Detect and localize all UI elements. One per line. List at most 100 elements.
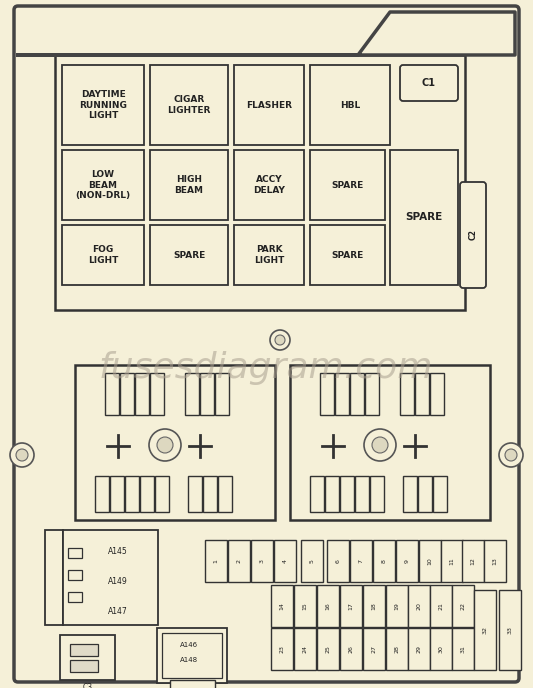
Text: PARK
LIGHT: PARK LIGHT <box>254 246 284 265</box>
Bar <box>320 373 334 415</box>
Text: 27: 27 <box>372 645 376 653</box>
Bar <box>155 476 169 512</box>
Bar <box>350 373 364 415</box>
Text: 9: 9 <box>405 559 409 563</box>
Bar <box>499 590 521 670</box>
Bar <box>205 540 227 582</box>
Text: 24: 24 <box>303 645 308 653</box>
Text: 13: 13 <box>492 557 497 565</box>
Text: A146: A146 <box>180 642 198 648</box>
Text: 19: 19 <box>394 602 400 610</box>
Bar <box>63 530 158 625</box>
Bar <box>95 476 109 512</box>
Bar <box>403 476 417 512</box>
Text: 15: 15 <box>303 602 308 610</box>
Bar <box>110 476 124 512</box>
Bar <box>55 55 465 310</box>
Circle shape <box>16 449 28 461</box>
Bar <box>408 628 430 670</box>
Bar <box>274 540 296 582</box>
Bar <box>68 570 82 580</box>
Text: 22: 22 <box>461 602 465 610</box>
Circle shape <box>505 449 517 461</box>
Text: 32: 32 <box>482 626 488 634</box>
Bar <box>365 373 379 415</box>
Bar <box>340 585 362 627</box>
Text: 20: 20 <box>416 602 422 610</box>
Text: 7: 7 <box>359 559 364 563</box>
Bar <box>415 373 429 415</box>
Bar <box>335 373 349 415</box>
Bar <box>228 540 250 582</box>
Text: 1: 1 <box>214 559 219 563</box>
Circle shape <box>364 429 396 461</box>
Bar <box>340 476 354 512</box>
Bar <box>62 225 144 285</box>
Bar <box>441 540 463 582</box>
Circle shape <box>372 437 388 453</box>
Text: SPARE: SPARE <box>332 180 364 189</box>
Bar <box>484 540 506 582</box>
Bar <box>373 540 395 582</box>
Text: 16: 16 <box>326 602 330 610</box>
Text: FOG
LIGHT: FOG LIGHT <box>88 246 118 265</box>
Bar <box>234 150 304 220</box>
Bar <box>218 476 232 512</box>
Bar <box>234 65 304 145</box>
Bar <box>430 628 452 670</box>
Bar <box>317 628 339 670</box>
Text: 29: 29 <box>416 645 422 653</box>
Bar <box>70 660 98 672</box>
Circle shape <box>157 437 173 453</box>
Bar <box>430 373 444 415</box>
Bar <box>433 476 447 512</box>
Text: 14: 14 <box>279 602 285 610</box>
Bar <box>203 476 217 512</box>
Text: 18: 18 <box>372 602 376 610</box>
Circle shape <box>149 429 181 461</box>
Bar <box>474 590 496 670</box>
Bar <box>271 585 293 627</box>
Bar <box>452 628 474 670</box>
Text: 2: 2 <box>237 559 241 563</box>
Bar <box>363 585 385 627</box>
Bar <box>157 628 227 683</box>
Bar <box>355 476 369 512</box>
Bar <box>188 476 202 512</box>
Text: SPARE: SPARE <box>406 213 442 222</box>
Bar <box>386 585 408 627</box>
Bar <box>400 373 414 415</box>
Text: LOW
BEAM
(NON-DRL): LOW BEAM (NON-DRL) <box>76 170 131 200</box>
Bar <box>462 540 484 582</box>
Text: HBL: HBL <box>340 100 360 109</box>
Bar <box>294 585 316 627</box>
Bar <box>310 476 324 512</box>
Bar <box>452 585 474 627</box>
Text: CIGAR
LIGHTER: CIGAR LIGHTER <box>167 96 211 115</box>
Bar <box>234 225 304 285</box>
Bar <box>140 476 154 512</box>
Bar <box>363 628 385 670</box>
Bar <box>325 476 339 512</box>
Bar <box>396 540 418 582</box>
Bar <box>60 635 115 680</box>
Bar <box>45 530 63 625</box>
Bar <box>418 476 432 512</box>
Bar <box>170 680 215 688</box>
Bar <box>125 476 139 512</box>
FancyBboxPatch shape <box>400 65 458 101</box>
Text: FLASHER: FLASHER <box>246 100 292 109</box>
Text: 33: 33 <box>507 626 513 634</box>
Text: 28: 28 <box>394 645 400 653</box>
Text: 31: 31 <box>461 645 465 653</box>
Text: 26: 26 <box>349 645 353 653</box>
Bar <box>327 540 349 582</box>
Text: A149: A149 <box>108 577 128 585</box>
Bar <box>150 373 164 415</box>
Text: 17: 17 <box>349 602 353 610</box>
Bar <box>62 65 144 145</box>
Bar <box>75 365 275 520</box>
Bar <box>419 540 441 582</box>
Text: SPARE: SPARE <box>173 250 205 259</box>
Text: 5: 5 <box>310 559 314 563</box>
